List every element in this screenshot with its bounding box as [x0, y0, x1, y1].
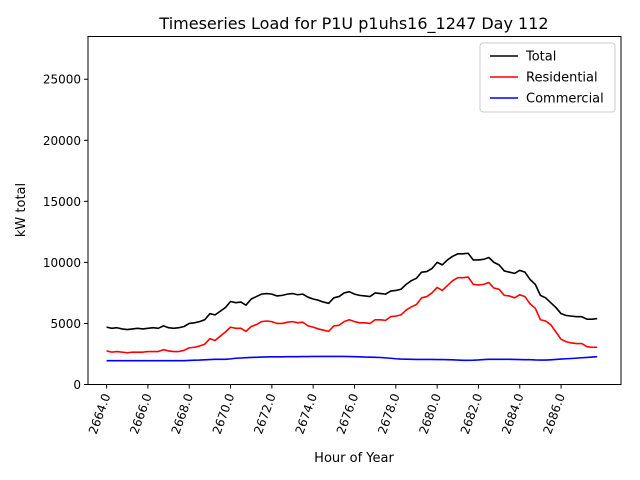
y-axis: 0 5000 10000 15000 20000 25000	[43, 73, 88, 392]
series-line-commercial	[106, 355, 598, 362]
legend-label-total: Total	[525, 50, 556, 65]
x-axis-label: Hour of Year	[314, 451, 394, 466]
y-tick-label: 20000	[43, 134, 81, 148]
y-tick-label: 0	[73, 378, 81, 392]
y-tick-label: 15000	[43, 195, 81, 209]
series-line-residential	[106, 276, 598, 354]
legend: Total Residential Commercial	[479, 42, 616, 113]
series-line-total	[106, 252, 598, 331]
y-axis-label: kW total	[14, 183, 29, 237]
legend-box	[479, 42, 616, 113]
y-tick-label: 10000	[43, 256, 81, 270]
chart-title: Timeseries Load for P1U p1uhs16_1247 Day…	[158, 14, 548, 34]
y-tick-label: 25000	[43, 73, 81, 87]
legend-label-residential: Residential	[526, 71, 598, 86]
plot-lines	[106, 252, 598, 362]
legend-label-commercial: Commercial	[526, 92, 604, 107]
y-tick-label: 5000	[50, 317, 81, 331]
